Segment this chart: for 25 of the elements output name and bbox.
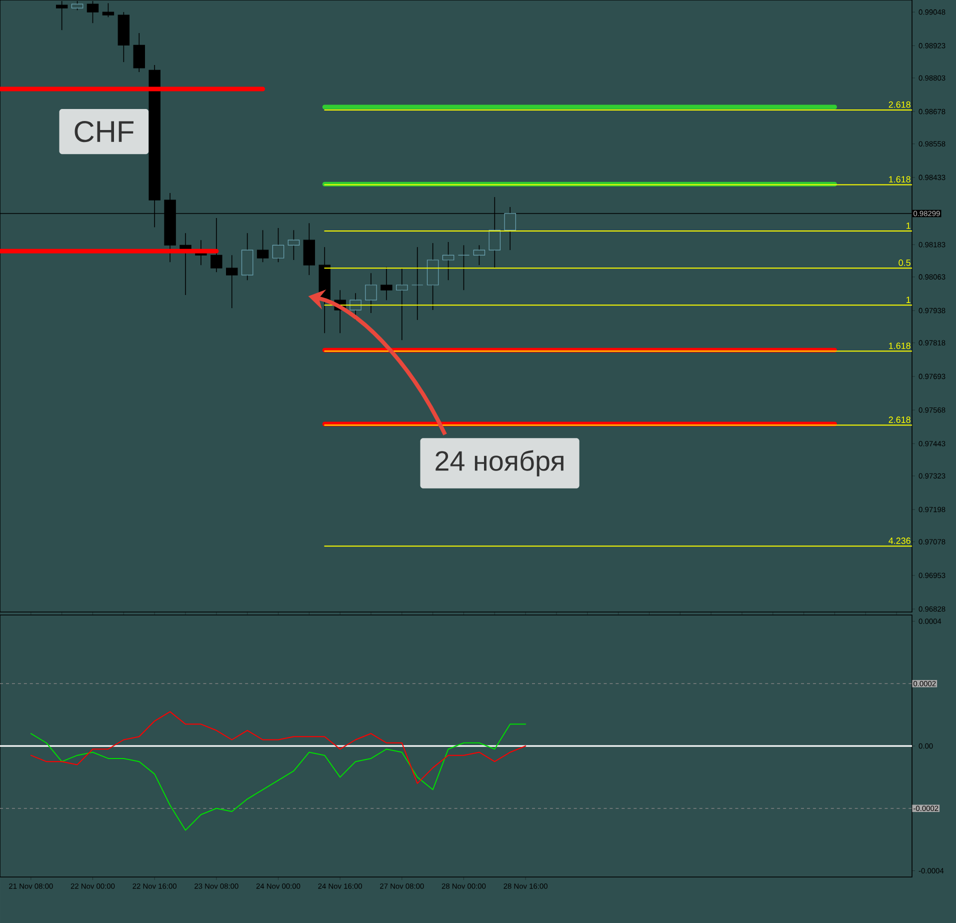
series-label: 1 — [906, 296, 910, 303]
series-label: 2.618 — [888, 416, 910, 423]
candlestick — [272, 228, 284, 263]
series-label: 1.618 — [889, 342, 910, 349]
candlestick — [226, 254, 238, 309]
candlestick — [365, 272, 377, 314]
series-label: 1 — [906, 222, 910, 229]
candlestick — [288, 230, 300, 260]
candlestick — [442, 242, 454, 281]
series-label: 2.618 — [888, 101, 910, 108]
line-series — [30, 724, 526, 831]
series-label: 0.5 — [898, 260, 910, 266]
candlestick — [256, 230, 269, 263]
candlestick — [458, 244, 470, 291]
candlestick — [380, 266, 392, 300]
annotation: 24 ноября — [436, 450, 564, 476]
candlestick — [133, 32, 145, 72]
candlestick — [210, 218, 222, 272]
candlestick — [102, 2, 114, 18]
series-label: 4.236 — [888, 538, 910, 544]
text: CHF — [74, 120, 134, 142]
candlestick — [412, 246, 424, 320]
candlestick — [396, 268, 408, 341]
candlestick — [473, 244, 486, 266]
series-label: 1.618 — [889, 176, 910, 183]
